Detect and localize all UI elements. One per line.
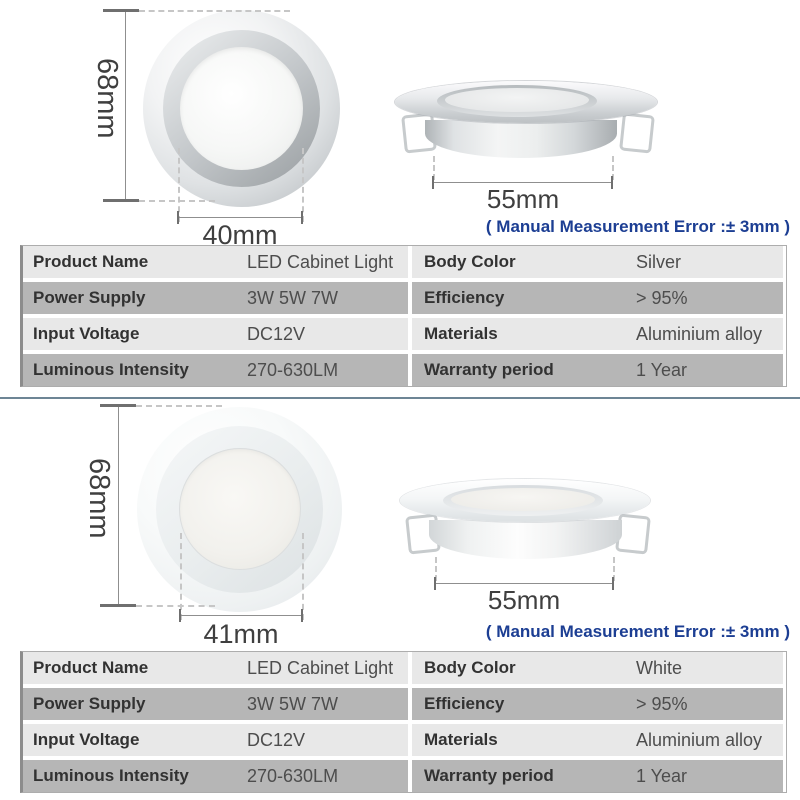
table-row: Power Supply 3W 5W 7W Efficiency > 95% <box>23 688 786 720</box>
table-divider <box>408 724 412 756</box>
table-row: Power Supply 3W 5W 7W Efficiency > 95% <box>23 282 786 314</box>
table-divider <box>408 318 412 350</box>
measurement-error-note: ( Manual Measurement Error :± 3mm ) <box>485 217 790 236</box>
dim-height-line <box>118 406 119 606</box>
dim-width-guide-left <box>180 533 182 620</box>
dim-width-guide-left <box>178 148 180 222</box>
dim-height-tick-top <box>100 404 136 407</box>
side-view-white-housing <box>429 520 622 559</box>
spec-value: LED Cabinet Light <box>247 246 408 278</box>
dim-height-guide-bottom <box>136 605 215 607</box>
dim-height-tick-bottom <box>103 199 139 202</box>
dim-height-tick-top <box>103 9 139 12</box>
section-separator <box>0 397 800 399</box>
table-row: Product Name LED Cabinet Light Body Colo… <box>23 652 786 684</box>
spec-value: DC12V <box>247 724 408 756</box>
front-view-silver-lens <box>180 47 303 170</box>
spec-value: 1 Year <box>622 760 783 792</box>
spec-value: LED Cabinet Light <box>247 652 408 684</box>
dim-width-tick-left <box>177 211 179 224</box>
dim-width-line <box>178 217 302 218</box>
dim-height-tick-bottom <box>100 604 136 607</box>
side-view-silver-lens <box>445 88 589 112</box>
mounting-clip-right <box>619 112 655 154</box>
side-view-silver-housing <box>425 120 617 158</box>
spec-value: Aluminium alloy <box>622 724 783 756</box>
dim-diameter-label: 55mm <box>486 184 560 214</box>
spec-label: Materials <box>412 318 622 350</box>
dim-diameter-label: 55mm <box>487 585 561 615</box>
spec-value: > 95% <box>622 282 783 314</box>
spec-value: DC12V <box>247 318 408 350</box>
spec-value: 1 Year <box>622 354 783 386</box>
table-divider <box>408 246 412 278</box>
spec-label: Body Color <box>412 246 622 278</box>
spec-value: 270-630LM <box>247 760 408 792</box>
spec-label: Warranty period <box>412 760 622 792</box>
table-divider <box>408 760 412 792</box>
dim-width-guide-right <box>302 533 304 620</box>
table-divider <box>408 354 412 386</box>
dim-width-guide-right <box>302 148 304 222</box>
measurement-error-note: ( Manual Measurement Error :± 3mm ) <box>485 622 790 641</box>
spec-table-silver: Product Name LED Cabinet Light Body Colo… <box>20 245 787 387</box>
dim-height-guide-top <box>139 10 290 12</box>
dim-diameter-line <box>435 583 613 584</box>
dim-width-tick-right <box>301 211 303 224</box>
spec-value: 270-630LM <box>247 354 408 386</box>
spec-value: 3W 5W 7W <box>247 282 408 314</box>
dim-diameter-guide-right <box>612 156 614 180</box>
spec-label: Product Name <box>23 246 247 278</box>
dim-width-tick-right <box>301 609 303 622</box>
spec-label: Power Supply <box>23 282 247 314</box>
spec-label: Product Name <box>23 652 247 684</box>
dim-width-tick-left <box>179 609 181 622</box>
dim-height-guide-top <box>136 405 222 407</box>
dim-height-line <box>125 11 126 201</box>
spec-label: Materials <box>412 724 622 756</box>
table-divider <box>408 688 412 720</box>
dim-diameter-tick-left <box>432 176 434 189</box>
table-row: Input Voltage DC12V Materials Aluminium … <box>23 318 786 350</box>
dim-diameter-line <box>433 182 612 183</box>
dim-width-line <box>180 615 302 616</box>
side-view-white-lens <box>451 488 595 511</box>
dim-diameter-guide-left <box>433 156 435 180</box>
table-divider <box>408 652 412 684</box>
spec-label: Power Supply <box>23 688 247 720</box>
spec-label: Body Color <box>412 652 622 684</box>
dim-height-guide-bottom <box>139 200 215 202</box>
table-row: Product Name LED Cabinet Light Body Colo… <box>23 246 786 278</box>
spec-value: Silver <box>622 246 783 278</box>
spec-value: 3W 5W 7W <box>247 688 408 720</box>
side-view-white <box>398 477 652 569</box>
dim-diameter-tick-right <box>612 577 614 590</box>
dim-width-label: 40mm <box>202 220 278 250</box>
spec-label: Warranty period <box>412 354 622 386</box>
dim-height-label: 68mm <box>91 58 123 139</box>
dim-diameter-guide-left <box>435 557 437 581</box>
dim-height-label: 68mm <box>83 458 115 539</box>
spec-label: Luminous Intensity <box>23 760 247 792</box>
side-view-silver <box>395 78 657 168</box>
table-row: Input Voltage DC12V Materials Aluminium … <box>23 724 786 756</box>
spec-label: Efficiency <box>412 282 622 314</box>
spec-label: Efficiency <box>412 688 622 720</box>
dim-diameter-tick-left <box>434 577 436 590</box>
dim-width-label: 41mm <box>203 619 279 649</box>
spec-label: Input Voltage <box>23 724 247 756</box>
spec-label: Luminous Intensity <box>23 354 247 386</box>
table-row: Luminous Intensity 270-630LM Warranty pe… <box>23 354 786 386</box>
dim-diameter-tick-right <box>611 176 613 189</box>
spec-table-white: Product Name LED Cabinet Light Body Colo… <box>20 651 787 793</box>
spec-label: Input Voltage <box>23 318 247 350</box>
spec-value: White <box>622 652 783 684</box>
front-view-white-lens <box>179 448 301 570</box>
dim-diameter-guide-right <box>613 557 615 581</box>
table-divider <box>408 282 412 314</box>
table-row: Luminous Intensity 270-630LM Warranty pe… <box>23 760 786 792</box>
spec-value: > 95% <box>622 688 783 720</box>
spec-value: Aluminium alloy <box>622 318 783 350</box>
